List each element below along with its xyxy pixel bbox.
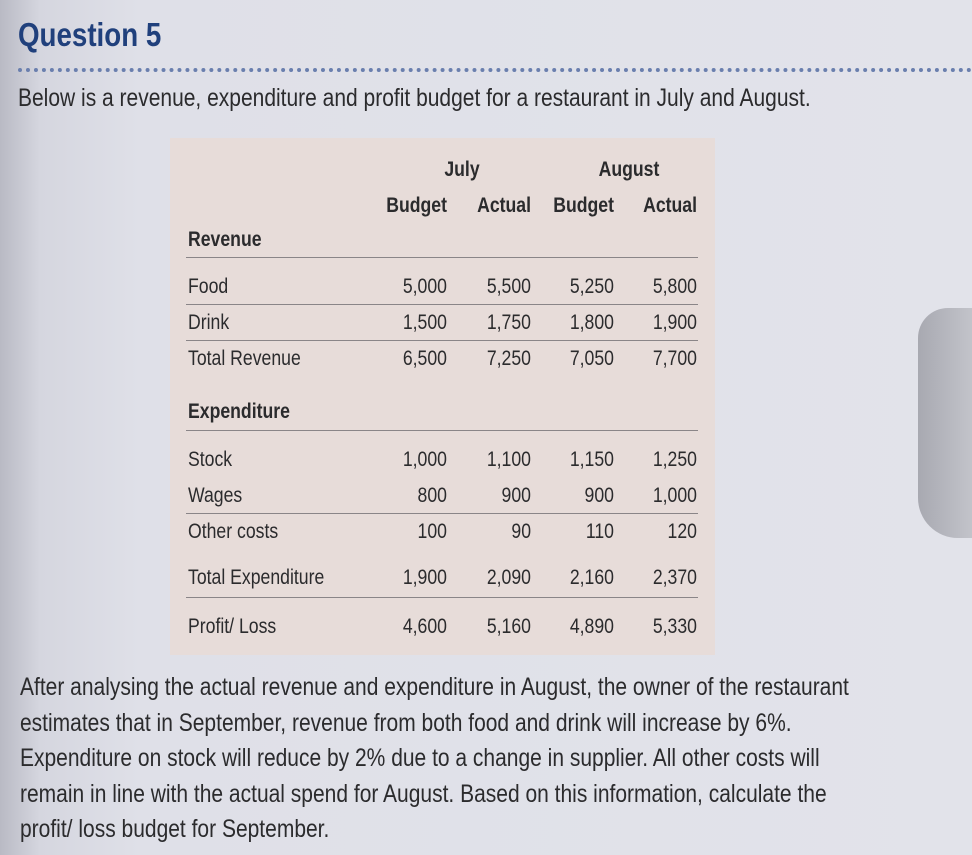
cell-value: 2,090 <box>486 566 531 589</box>
cell-value: 7,050 <box>569 347 614 370</box>
cell-value: 1,800 <box>569 311 614 334</box>
cell-value: 1,250 <box>652 448 697 471</box>
cell-value: 4,600 <box>402 615 447 638</box>
question-text: profit/ loss budget for September. <box>20 815 330 843</box>
row-label: Stock <box>188 448 233 471</box>
column-header: Budget <box>386 194 447 217</box>
cell-value: 110 <box>585 520 614 543</box>
cell-value: 2,160 <box>569 566 614 589</box>
cell-value: 4,890 <box>569 615 614 638</box>
row-label: Wages <box>188 484 243 507</box>
cell-value: 5,160 <box>486 615 531 638</box>
cell-value: 2,370 <box>652 566 697 589</box>
cell-value: 100 <box>417 520 447 543</box>
row-label: Other costs <box>188 520 279 543</box>
question-text: After analysing the actual revenue and e… <box>20 673 849 701</box>
table-panel <box>170 138 715 655</box>
question-text: estimates that in September, revenue fro… <box>20 708 792 737</box>
column-header: Actual <box>643 194 697 217</box>
cell-value: 900 <box>501 484 531 507</box>
rule <box>186 430 698 431</box>
rule <box>186 340 698 341</box>
cell-value: 900 <box>584 484 614 507</box>
question-text: Expenditure on stock will reduce by 2% d… <box>20 744 820 772</box>
cell-value: 5,250 <box>569 275 614 298</box>
cell-value: 1,100 <box>486 448 531 471</box>
cell-value: 800 <box>417 484 447 507</box>
cell-value: 1,750 <box>486 311 531 334</box>
cell-value: 90 <box>511 520 531 543</box>
cell-value: 5,500 <box>486 275 531 298</box>
question-title: Question 5 <box>18 16 162 53</box>
cell-value: 1,000 <box>652 484 697 507</box>
cell-value: 120 <box>667 520 697 543</box>
cell-value: 5,330 <box>652 615 697 638</box>
rule <box>186 597 698 598</box>
month-header: July <box>444 158 480 181</box>
rule <box>186 257 698 258</box>
row-label: Total Revenue <box>188 347 301 370</box>
column-header: Budget <box>553 194 614 217</box>
intro-text: Below is a revenue, expenditure and prof… <box>18 84 811 112</box>
cell-value: 6,500 <box>402 347 447 370</box>
cell-value: 1,900 <box>652 311 697 334</box>
row-label: Total Expenditure <box>188 566 325 589</box>
row-label: Food <box>188 275 229 298</box>
cell-value: 5,000 <box>402 275 447 298</box>
rule <box>186 513 698 514</box>
row-label: Profit/ Loss <box>188 615 277 638</box>
column-header: Actual <box>477 194 531 217</box>
cell-value: 7,700 <box>652 347 697 370</box>
rule <box>186 304 698 305</box>
decor <box>918 308 972 538</box>
cell-value: 5,800 <box>652 275 697 298</box>
month-header: August <box>598 158 660 181</box>
cell-value: 1,900 <box>402 566 447 589</box>
cell-value: 7,250 <box>486 347 531 370</box>
divider <box>18 68 972 72</box>
question-text: remain in line with the actual spend for… <box>20 779 827 808</box>
section-heading: Revenue <box>188 228 262 251</box>
section-heading: Expenditure <box>188 400 290 423</box>
cell-value: 1,000 <box>402 448 447 471</box>
cell-value: 1,500 <box>402 311 447 334</box>
row-label: Drink <box>188 311 230 334</box>
cell-value: 1,150 <box>569 448 614 471</box>
